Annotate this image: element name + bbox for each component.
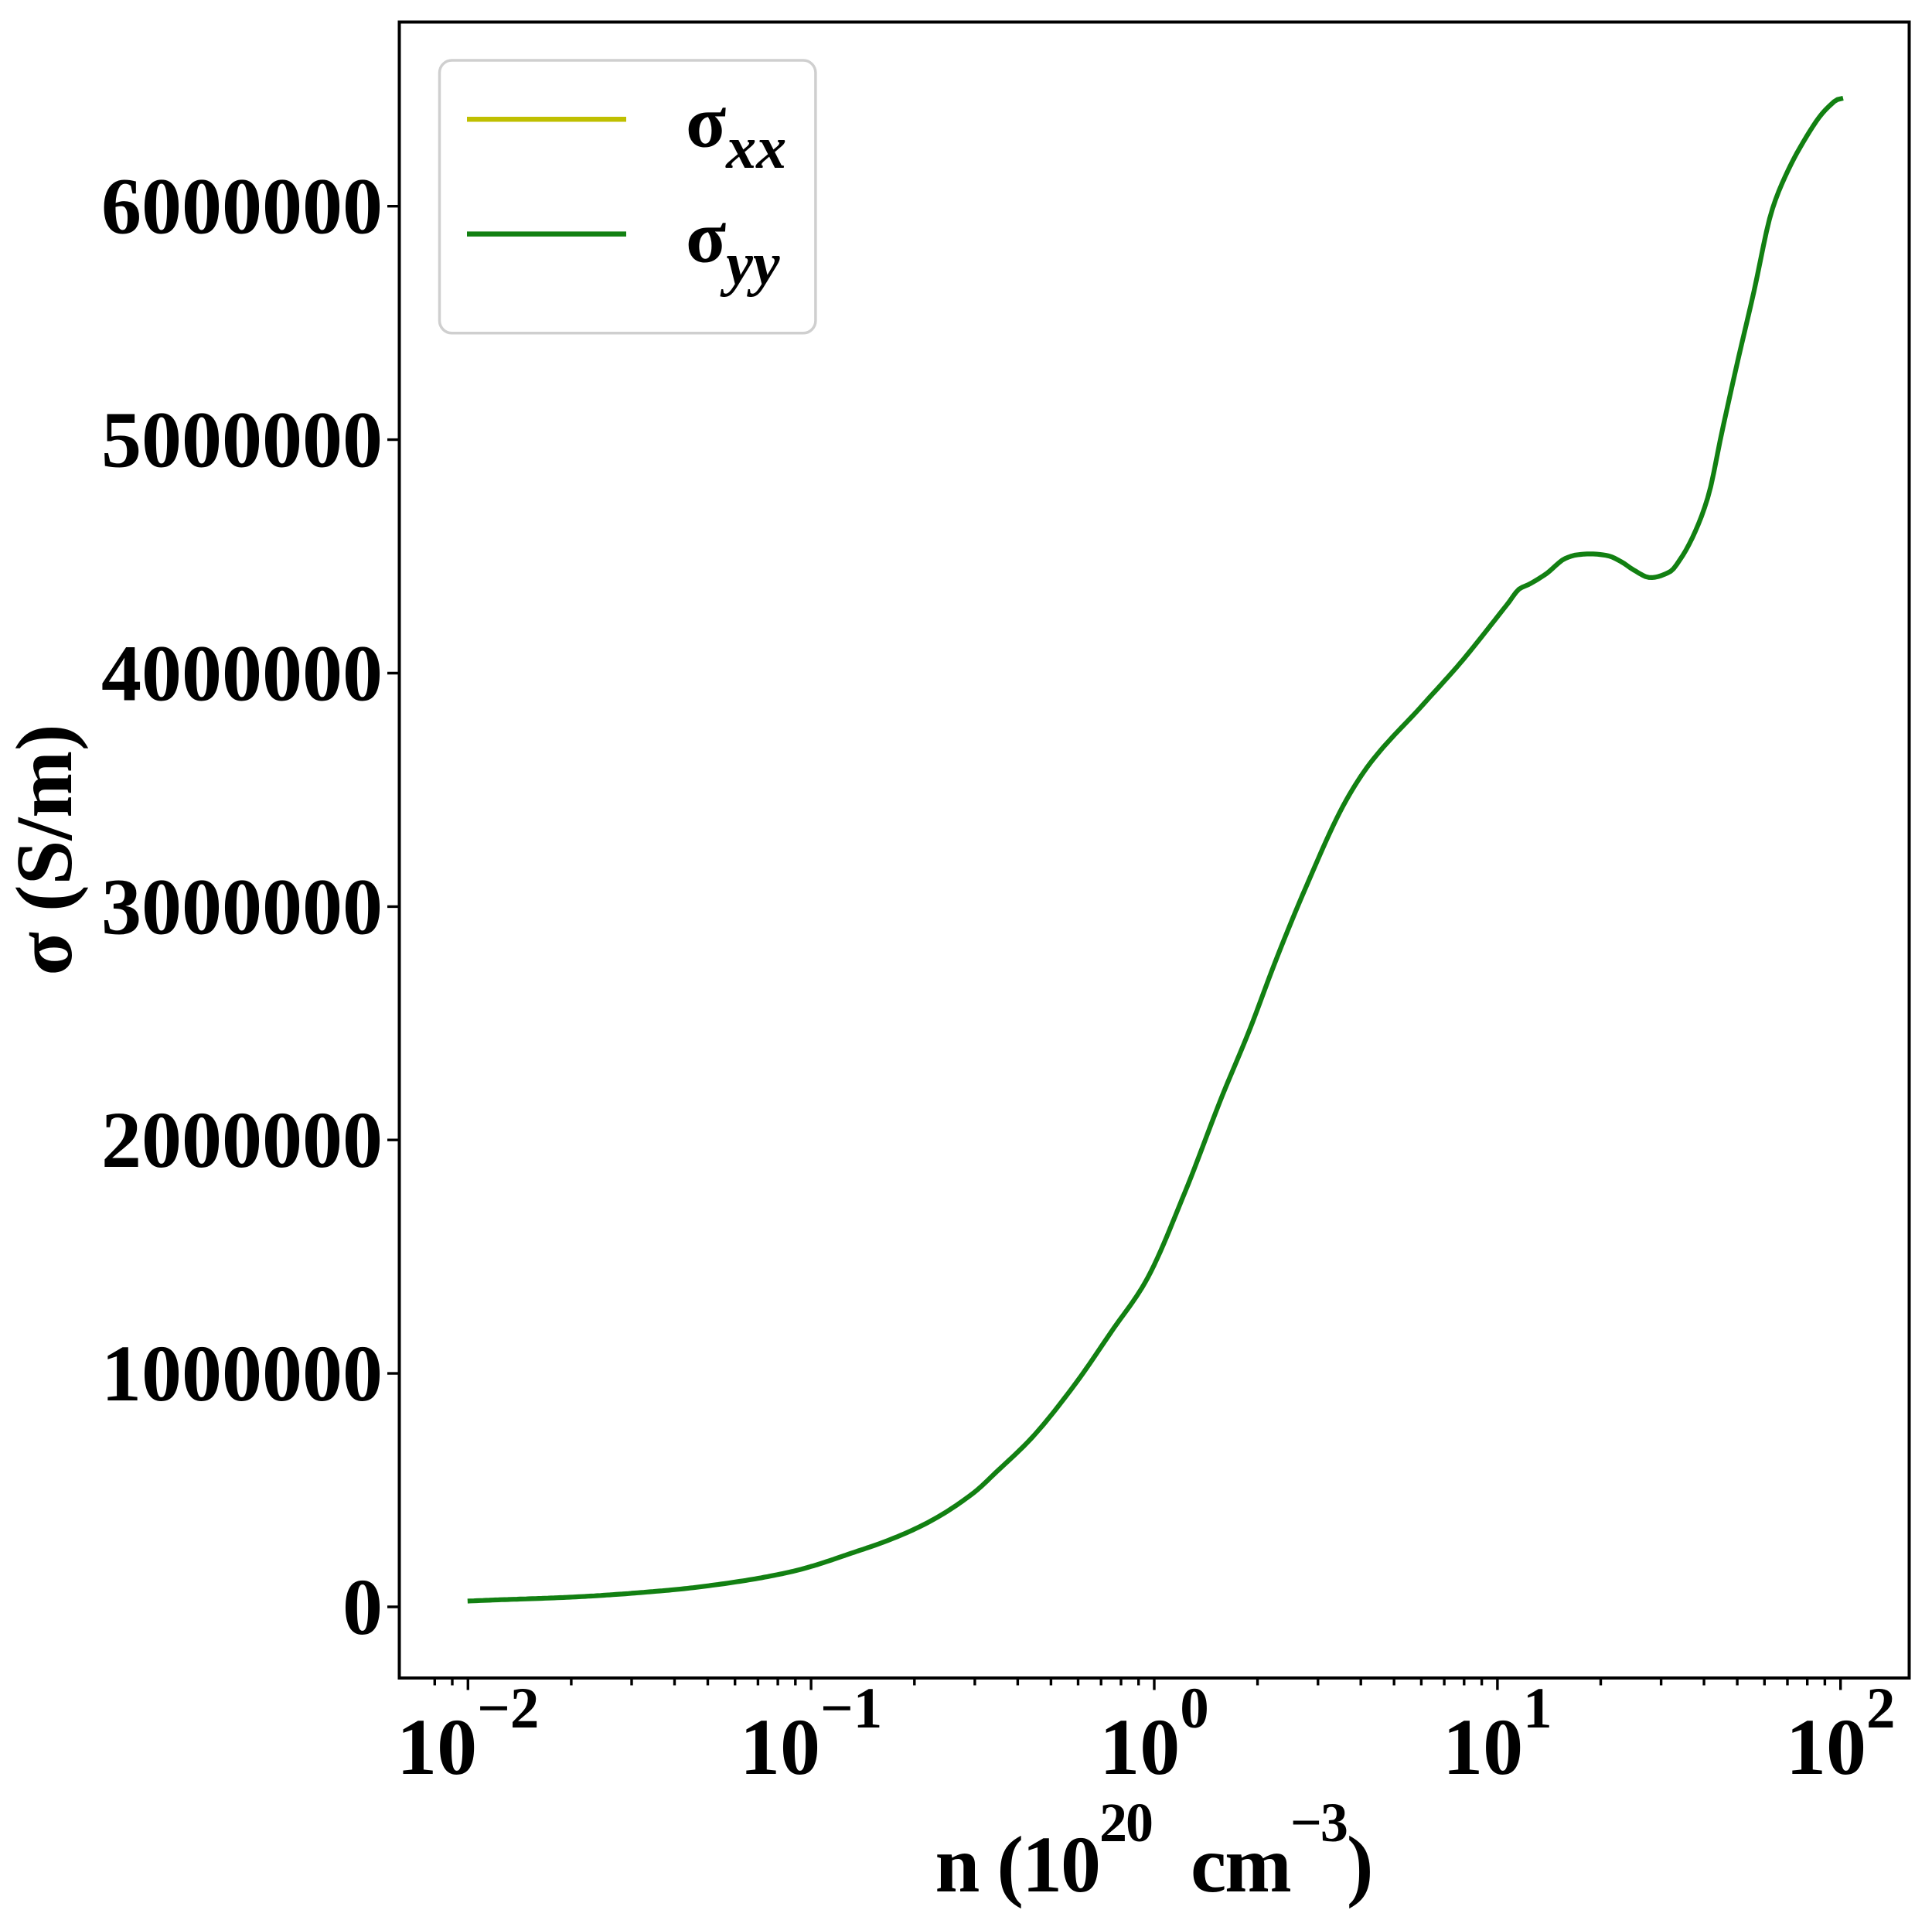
- svg-text:σ (S/m): σ (S/m): [0, 724, 89, 975]
- svg-text:6000000: 6000000: [101, 162, 383, 251]
- svg-text:4000000: 4000000: [101, 629, 383, 718]
- svg-text:3000000: 3000000: [101, 862, 383, 951]
- svg-text:2000000: 2000000: [101, 1096, 383, 1185]
- svg-text:5000000: 5000000: [101, 396, 383, 485]
- svg-text:0: 0: [342, 1563, 383, 1652]
- svg-text:1000000: 1000000: [101, 1329, 383, 1418]
